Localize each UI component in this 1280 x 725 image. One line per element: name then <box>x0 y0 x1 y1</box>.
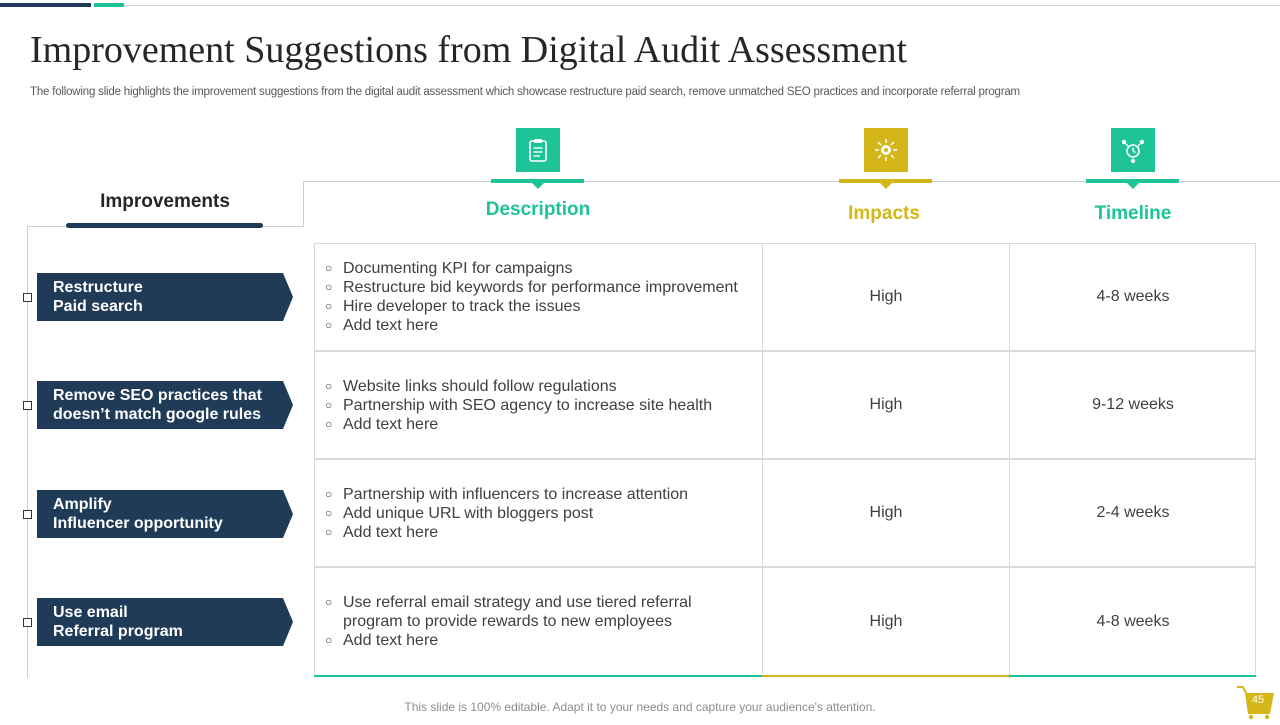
row-marker <box>23 401 32 410</box>
network-clock-icon <box>1111 128 1155 172</box>
timeline-pointer <box>1127 183 1139 189</box>
top-divider-line <box>124 5 1280 6</box>
header-frame-left-line <box>303 181 304 227</box>
cell-divider <box>762 244 763 350</box>
cell-divider <box>762 352 763 458</box>
impact-cell: High <box>869 288 903 305</box>
improvement-label: Amplify Influencer opportunity <box>37 490 293 538</box>
improvement-label: Restructure Paid search <box>37 273 293 321</box>
top-accent-bar-teal <box>94 3 124 7</box>
improvements-underline <box>66 223 263 228</box>
bullet-item: ○ Hire developer to track the issues <box>325 298 581 315</box>
impact-cell: High <box>869 396 903 413</box>
description-cell: ○ Website links should follow regulations… <box>325 352 755 458</box>
timeline-cell: 4-8 weeks <box>1096 612 1170 630</box>
sun-gear-icon <box>864 128 908 172</box>
cell-divider <box>1009 352 1010 458</box>
table-row: ○ Use referral email strategy and use tie… <box>314 567 1256 675</box>
improvements-header: Improvements <box>100 191 230 212</box>
description-bottom-border <box>314 675 762 677</box>
bullet-item: ○ Partnership with influencers to increas… <box>325 485 689 503</box>
bullet-item: ○ Website links should follow regulations <box>325 377 617 395</box>
cell-divider <box>762 460 763 566</box>
bullet-item: ○ Documenting KPI for campaigns <box>325 260 573 277</box>
timeline-cell: 4-8 weeks <box>1096 288 1170 305</box>
page-number: 45 <box>1251 694 1265 706</box>
bullet-item: ○ Add text here <box>325 632 439 649</box>
improvement-text: Amplify Influencer opportunity <box>53 496 223 532</box>
impact-cell: High <box>869 504 903 521</box>
improvement-label: Use email Referral program <box>37 598 293 646</box>
description-cell: ○ Use referral email strategy and use tie… <box>325 568 755 675</box>
top-accent-bar-dark <box>0 3 91 7</box>
cell-divider <box>762 568 763 675</box>
bullet-item: ○ Add text here <box>325 317 439 334</box>
improvements-frame-left-line <box>27 226 28 678</box>
timeline-cell: 9-12 weeks <box>1092 396 1174 413</box>
table-row: ○ Documenting KPI for campaigns ○ Restruct… <box>314 243 1256 351</box>
improvement-label: Remove SEO practices that doesn’t match … <box>37 381 293 429</box>
clipboard-icon <box>516 128 560 172</box>
impact-cell: High <box>869 612 903 630</box>
description-pointer <box>532 183 544 189</box>
page-title: Improvement Suggestions from Digital Aud… <box>30 29 908 71</box>
improvement-text: Remove SEO practices that doesn’t match … <box>53 387 262 423</box>
impacts-header: Impacts <box>848 203 920 224</box>
timeline-icon-line <box>1086 179 1179 183</box>
description-cell: ○ Partnership with influencers to increas… <box>325 460 755 566</box>
description-cell: ○ Documenting KPI for campaigns ○ Restruct… <box>325 244 755 350</box>
impacts-bottom-border <box>762 675 1009 677</box>
row-marker <box>23 293 32 302</box>
description-icon-line <box>491 179 584 183</box>
row-marker <box>23 510 32 519</box>
timeline-bottom-border <box>1009 675 1256 677</box>
bullet-item: ○ Add text here <box>325 523 439 541</box>
cell-divider <box>1009 460 1010 566</box>
bullet-item: ○ Add text here <box>325 415 439 433</box>
bullet-item: ○ Restructure bid keywords for performanc… <box>325 279 738 296</box>
timeline-cell: 2-4 weeks <box>1096 504 1170 521</box>
bullet-item: ○ Partnership with SEO agency to increase… <box>325 396 713 414</box>
shopping-cart-icon <box>1236 684 1276 720</box>
footer-note: This slide is 100% editable. Adapt it to… <box>404 700 876 714</box>
table-row: ○ Website links should follow regulations… <box>314 351 1256 459</box>
bullet-item: ○ Add unique URL with bloggers post <box>325 504 594 522</box>
improvement-text: Restructure Paid search <box>53 279 143 315</box>
page-subtitle: The following slide highlights the impro… <box>30 86 1020 98</box>
cell-divider <box>1009 244 1010 350</box>
table-row: ○ Partnership with influencers to increas… <box>314 459 1256 567</box>
description-header: Description <box>485 199 591 220</box>
timeline-header: Timeline <box>1094 203 1172 224</box>
impacts-pointer <box>880 183 892 189</box>
header-frame-top-line <box>303 181 1280 182</box>
improvement-text: Use email Referral program <box>53 604 183 640</box>
cell-divider <box>1009 568 1010 675</box>
impacts-icon-line <box>839 179 932 183</box>
bullet-item: ○ Use referral email strategy and use tie… <box>325 594 692 630</box>
row-marker <box>23 618 32 627</box>
